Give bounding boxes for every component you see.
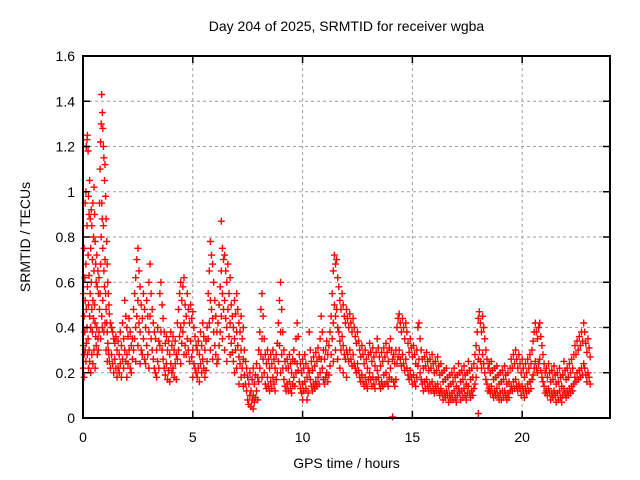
y-tick-label: 0.6 (56, 274, 76, 290)
x-tick-label: 10 (295, 429, 311, 445)
y-tick-label: 1 (67, 184, 75, 200)
y-tick-label: 0 (67, 410, 75, 426)
x-tick-label: 0 (79, 429, 87, 445)
x-tick-label: 15 (405, 429, 421, 445)
scatter-points (79, 91, 594, 421)
y-tick-label: 1.6 (56, 48, 76, 64)
y-tick-label: 1.4 (56, 93, 76, 109)
x-axis-label: GPS time / hours (293, 455, 400, 471)
y-tick-label: 0.2 (56, 365, 76, 381)
y-tick-label: 0.8 (56, 229, 76, 245)
y-tick-label: 0.4 (56, 320, 76, 336)
y-tick-label: 1.2 (56, 139, 76, 155)
chart-title: Day 204 of 2025, SRMTID for receiver wgb… (208, 18, 485, 34)
x-tick-label: 20 (514, 429, 530, 445)
x-tick-label: 5 (189, 429, 197, 445)
